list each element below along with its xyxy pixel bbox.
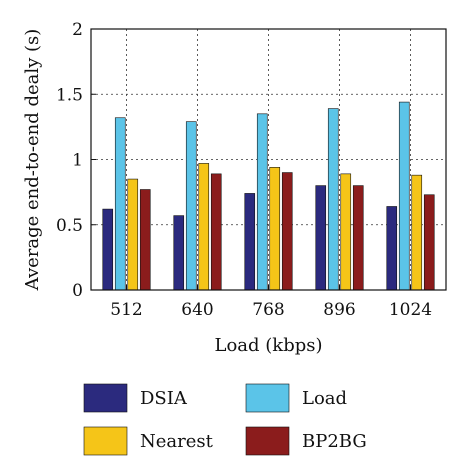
legend-swatch-bp2bg <box>245 426 290 456</box>
legend-label-dsia: DSIA <box>140 388 188 409</box>
bar-dsia-896 <box>315 185 327 291</box>
y-tick-label: 1 <box>72 151 83 171</box>
legend-label-nearest: Nearest <box>140 431 214 452</box>
legend-label-bp2bg: BP2BG <box>302 431 367 452</box>
bar-nearest-896 <box>340 173 352 291</box>
bar-load-512 <box>114 117 126 291</box>
y-tick-label: 2 <box>72 20 83 40</box>
legend-swatch-nearest <box>83 426 128 456</box>
bar-bp2bg-768 <box>281 172 293 291</box>
axis-ticks: 0 0.5 1 1.5 2 512 640 768 896 1024 <box>56 20 432 320</box>
legend-swatch-load <box>245 383 290 413</box>
x-axis-title: Load (kbps) <box>215 335 323 356</box>
x-tick-label: 768 <box>252 300 284 320</box>
bar-dsia-512 <box>102 208 114 291</box>
bar-nearest-640 <box>198 163 210 291</box>
bar-load-896 <box>327 108 339 291</box>
y-axis-title: Average end-to-end dealy (s) <box>22 29 43 292</box>
bar-bp2bg-512 <box>139 189 151 291</box>
bar-bp2bg-1024 <box>423 194 435 291</box>
x-tick-label: 1024 <box>389 300 432 320</box>
bar-nearest-1024 <box>411 174 423 291</box>
bar-load-768 <box>256 113 268 291</box>
bar-dsia-640 <box>173 215 185 291</box>
x-tick-label: 896 <box>323 300 355 320</box>
legend-label-load: Load <box>302 388 347 409</box>
bar-bp2bg-640 <box>210 173 222 291</box>
y-tick-label: 1.5 <box>56 85 83 105</box>
bar-load-640 <box>185 121 197 291</box>
bar-load-1024 <box>398 101 410 291</box>
bar-bp2bg-896 <box>352 185 364 291</box>
y-tick-label: 0 <box>72 281 83 301</box>
bar-nearest-512 <box>127 178 139 291</box>
bar-dsia-1024 <box>386 206 398 291</box>
y-tick-label: 0.5 <box>56 216 83 236</box>
bar-nearest-768 <box>269 167 281 291</box>
x-tick-label: 640 <box>181 300 213 320</box>
x-tick-label: 512 <box>110 300 142 320</box>
bar-dsia-768 <box>244 193 256 291</box>
legend: DSIA Load Nearest BP2BG <box>83 383 367 456</box>
legend-swatch-dsia <box>83 383 128 413</box>
